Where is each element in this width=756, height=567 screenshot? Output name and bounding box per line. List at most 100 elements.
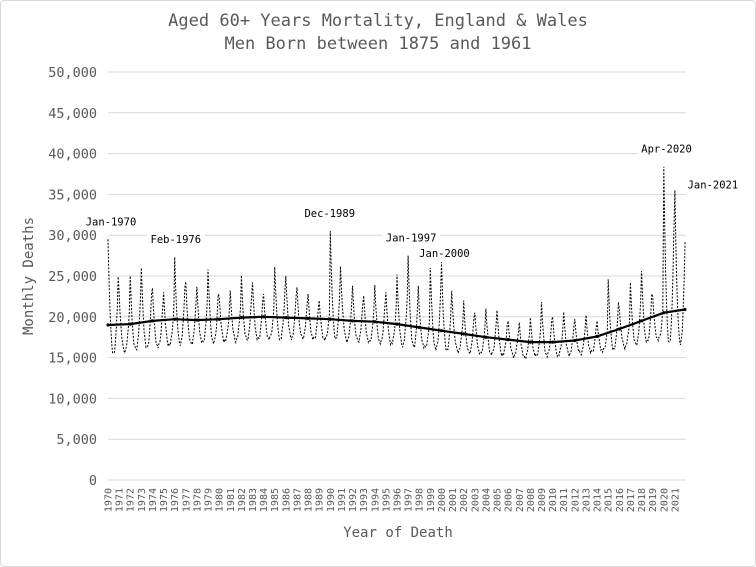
- trend-point: [150, 319, 155, 323]
- x-tick-label: 1971: [115, 488, 126, 512]
- y-tick-label: 5,000: [56, 432, 97, 448]
- annotation-label: Jan-1997: [386, 233, 437, 245]
- x-tick-label: 1984: [259, 488, 270, 512]
- trend-point: [395, 322, 399, 326]
- x-tick-label: 1995: [381, 488, 392, 512]
- trend-point: [306, 316, 310, 321]
- trend-point: [595, 334, 599, 338]
- y-axis-label: Monthly Deaths: [21, 217, 37, 335]
- trend-point: [551, 340, 555, 344]
- trend-series: [106, 307, 687, 344]
- x-tick-label: 1993: [359, 488, 370, 512]
- x-tick-label: 1999: [426, 488, 437, 512]
- x-tick-label: 2019: [648, 488, 659, 512]
- x-tick-label: 2002: [459, 488, 470, 512]
- x-tick-label: 2000: [437, 488, 448, 512]
- annotation-label: Jan-2021: [688, 179, 739, 191]
- x-tick-label: 2009: [537, 488, 548, 512]
- x-tick-label: 1980: [215, 488, 226, 512]
- x-tick-label: 2011: [559, 488, 570, 512]
- trend-point: [350, 319, 355, 323]
- x-tick-label: 2006: [504, 488, 515, 512]
- trend-point: [528, 340, 532, 344]
- x-tick-label: 1990: [326, 488, 337, 512]
- y-tick-label: 15,000: [48, 351, 97, 367]
- annotation-label: Apr-2020: [641, 144, 692, 156]
- x-tick-label: 2010: [548, 488, 559, 512]
- trend-point: [284, 316, 288, 320]
- y-tick-label: 25,000: [48, 269, 97, 285]
- x-tick-label: 2004: [481, 488, 492, 512]
- y-tick-label: 20,000: [48, 310, 97, 326]
- annotation: Jan-2000: [415, 245, 474, 261]
- annotation-box: [415, 245, 474, 261]
- annotation-box: [683, 176, 742, 192]
- x-tick-label: 1982: [237, 488, 248, 512]
- chart-subtitle: Men Born between 1875 and 1961: [224, 34, 531, 54]
- x-tick-label: 1985: [270, 488, 281, 512]
- annotation-box: [382, 229, 441, 245]
- y-tick-label: 45,000: [48, 106, 97, 122]
- trend-point: [173, 317, 177, 321]
- trend-point: [417, 325, 421, 330]
- y-tick-labels: 0 5,000 10,000 15,000 20,000 25,000 30,000 35,0…: [48, 65, 97, 489]
- annotation: Dec-1989: [300, 205, 359, 221]
- x-tick-label: 1997: [404, 488, 415, 512]
- y-tick-label: 50,000: [48, 65, 97, 81]
- x-tick-label: 1978: [192, 488, 203, 512]
- trend-point: [573, 338, 577, 343]
- x-tick-label: 2017: [626, 488, 637, 512]
- annotation: Jan-1997: [382, 229, 441, 245]
- x-tick-label: 1988: [304, 488, 315, 512]
- x-tick-label: 1994: [370, 488, 381, 512]
- x-tick-label: 2005: [493, 488, 504, 512]
- x-tick-label: 1979: [204, 488, 215, 512]
- x-tick-label: 1981: [226, 488, 237, 512]
- x-tick-label: 2014: [593, 488, 604, 512]
- annotation: Apr-2020: [637, 140, 696, 156]
- x-tick-label: 1977: [181, 488, 192, 512]
- x-tick-label: 1996: [393, 488, 404, 512]
- annotation-label: Feb-1976: [151, 234, 202, 246]
- x-tick-label: 2013: [581, 488, 592, 512]
- x-tick-label: 2007: [515, 488, 526, 512]
- x-tick-label: 1991: [337, 488, 348, 512]
- x-tick-label: 2003: [470, 488, 481, 512]
- trend-point: [439, 329, 444, 333]
- x-tick-label: 1973: [137, 488, 148, 512]
- trend-point: [484, 335, 488, 339]
- x-tick-label: 1986: [281, 488, 292, 512]
- annotation: Feb-1976: [146, 231, 205, 247]
- annotation: Jan-1970: [82, 213, 140, 229]
- annotation: Jan-2021: [683, 176, 742, 192]
- annotation-box: [300, 205, 359, 221]
- x-tick-label: 2020: [659, 488, 670, 512]
- trend-point: [217, 317, 221, 321]
- trend-point: [639, 319, 644, 323]
- x-tick-label: 2012: [570, 488, 581, 512]
- trend-point: [506, 338, 510, 342]
- y-tick-label: 30,000: [48, 228, 97, 244]
- trend-point: [328, 317, 332, 321]
- x-tick-label: 1992: [348, 488, 359, 512]
- grid-layer: [108, 71, 686, 481]
- x-tick-label: 2001: [448, 488, 459, 512]
- y-tick-label: 40,000: [48, 147, 97, 163]
- annotation-box: [82, 213, 140, 229]
- trend-point: [617, 327, 621, 331]
- x-tick-label: 1976: [170, 488, 181, 512]
- monthly-deaths-series: [107, 166, 686, 360]
- y-tick-label: 10,000: [48, 391, 97, 407]
- x-tick-label: 1975: [159, 488, 170, 512]
- annotations: Jan-1970 Feb-1976 Dec-1989 Jan-1997 Jan-2000…: [82, 140, 742, 261]
- x-tick-label: 1970: [104, 488, 115, 512]
- y-tick-label: 35,000: [48, 187, 97, 203]
- trend-point: [462, 332, 466, 336]
- y-tick-label: 0: [89, 473, 97, 489]
- x-tick-label: 2008: [526, 488, 537, 512]
- x-axis-label: Year of Death: [343, 525, 453, 541]
- trend-point: [662, 311, 666, 315]
- trend-point: [106, 323, 110, 327]
- annotation-box: [146, 231, 205, 247]
